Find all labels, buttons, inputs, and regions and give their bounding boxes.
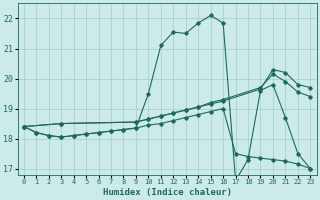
X-axis label: Humidex (Indice chaleur): Humidex (Indice chaleur) — [103, 188, 232, 197]
